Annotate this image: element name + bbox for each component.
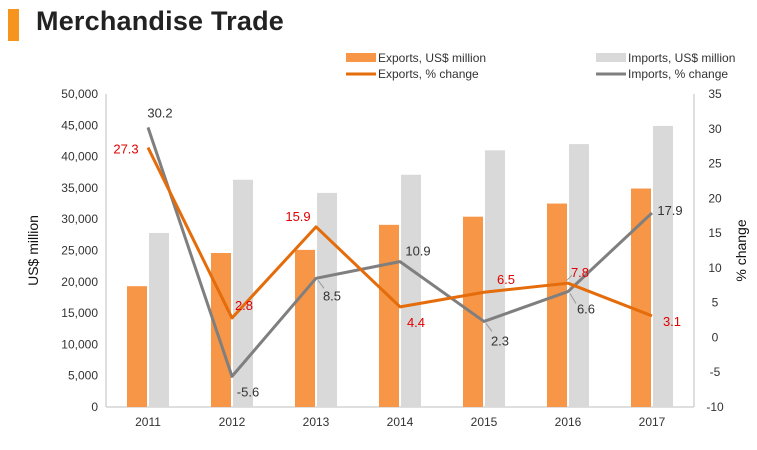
y2-tick-label: 30 xyxy=(708,122,722,136)
y-tick-label: 30,000 xyxy=(61,212,98,226)
exports-change-line xyxy=(146,146,653,320)
y-tick-label: 25,000 xyxy=(61,244,98,258)
y-tick-label: 10,000 xyxy=(61,337,98,351)
exports-change-label: 6.5 xyxy=(497,272,515,287)
legend-entry: Imports, US$ million xyxy=(628,51,735,65)
title-accent-bar xyxy=(8,9,19,41)
y2-tick-label: 10 xyxy=(708,261,722,275)
y2-tick-label: 25 xyxy=(708,157,722,171)
imports-bar xyxy=(653,125,673,408)
imports-bar xyxy=(233,179,253,407)
exports-bar xyxy=(547,203,567,407)
y-axis-title: US$ million xyxy=(25,215,41,286)
imports-change-label: 17.9 xyxy=(657,203,682,218)
exports-change-label: 7.8 xyxy=(571,265,589,280)
y2-tick-label: -10 xyxy=(706,400,724,414)
exports-change-label: 2.8 xyxy=(235,298,253,313)
y2-tick-label: 20 xyxy=(708,191,722,205)
y-tick-label: 0 xyxy=(91,400,98,414)
imports-bar xyxy=(401,174,421,407)
data-label-leader xyxy=(565,274,573,282)
imports-bar xyxy=(485,150,505,407)
imports-bar xyxy=(317,192,337,407)
legend-entry: Exports, % change xyxy=(378,67,479,81)
exports-change-label: 4.4 xyxy=(407,315,425,330)
y-tick-label: 45,000 xyxy=(61,118,98,132)
x-tick-label: 2015 xyxy=(471,415,498,429)
legend-swatch xyxy=(346,53,376,62)
chart-axes: 0 5,000 10,000 15,000 20,000 25,000 30,000 35,0… xyxy=(25,87,749,429)
x-tick-label: 2014 xyxy=(387,415,414,429)
exports-change-label: 27.3 xyxy=(113,142,138,157)
y-tick-label: 40,000 xyxy=(61,150,98,164)
imports-change-label: 10.9 xyxy=(405,244,430,259)
exports-bar xyxy=(631,188,651,407)
exports-bar xyxy=(211,253,231,407)
y2-tick-label: 35 xyxy=(708,87,722,101)
exports-bar xyxy=(127,286,147,407)
data-label-leader xyxy=(569,293,577,304)
page-title: Merchandise Trade xyxy=(36,6,284,36)
y-tick-label: 20,000 xyxy=(61,275,98,289)
imports-change-label: 8.5 xyxy=(323,288,341,303)
data-label-leader xyxy=(317,280,325,289)
legend-entry: Exports, US$ million xyxy=(378,51,486,65)
legend-swatch xyxy=(596,53,626,62)
legend-entry: Imports, % change xyxy=(628,67,728,81)
y2-tick-label: 15 xyxy=(708,226,722,240)
exports-change-label: 15.9 xyxy=(285,209,310,224)
imports-bar xyxy=(149,232,169,407)
x-tick-label: 2017 xyxy=(639,415,666,429)
exports-bar xyxy=(295,249,315,407)
imports-bar xyxy=(569,144,589,407)
chart-bars xyxy=(127,125,673,408)
y2-tick-label: 0 xyxy=(712,330,719,344)
imports-change-label: 6.6 xyxy=(577,302,595,317)
y-tick-label: 50,000 xyxy=(61,87,98,101)
x-tick-label: 2012 xyxy=(219,415,246,429)
chart-lines xyxy=(146,126,654,378)
imports-change-line xyxy=(146,126,654,378)
x-tick-label: 2016 xyxy=(555,415,582,429)
y2-axis-title: % change xyxy=(733,219,749,281)
imports-change-label: 30.2 xyxy=(147,105,172,120)
y2-tick-label: 5 xyxy=(712,296,719,310)
y-tick-label: 5,000 xyxy=(68,369,98,383)
imports-change-label: -5.6 xyxy=(237,384,259,399)
imports-change-label: 2.3 xyxy=(491,333,509,348)
exports-change-label: 3.1 xyxy=(663,314,681,329)
y2-tick-label: -5 xyxy=(710,365,721,379)
y-tick-label: 35,000 xyxy=(61,181,98,195)
chart-legend: Exports, US$ million Imports, US$ million… xyxy=(346,51,735,81)
y-tick-label: 15,000 xyxy=(61,306,98,320)
x-tick-label: 2011 xyxy=(135,415,161,429)
chart-data-labels: 27.3 2.8 15.9 4.4 6.5 7.8 3.1 30.2 -5.6 8.5 10.9 2.… xyxy=(113,105,682,399)
x-tick-label: 2013 xyxy=(303,415,330,429)
data-label-leader xyxy=(485,323,493,332)
exports-bar xyxy=(379,224,399,407)
